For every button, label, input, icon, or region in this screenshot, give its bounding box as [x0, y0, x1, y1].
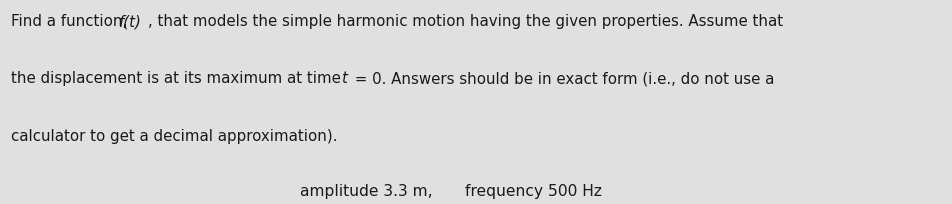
Text: , that models the simple harmonic motion having the given properties. Assume tha: , that models the simple harmonic motion… [148, 14, 783, 29]
Text: f(t): f(t) [119, 14, 142, 29]
Text: amplitude 3.3 m,: amplitude 3.3 m, [300, 184, 432, 199]
Text: the displacement is at its maximum at time: the displacement is at its maximum at ti… [11, 71, 346, 86]
Text: Find a function,: Find a function, [11, 14, 132, 29]
Text: calculator to get a decimal approximation).: calculator to get a decimal approximatio… [11, 129, 338, 144]
Text: t: t [341, 71, 347, 86]
Text: = 0. Answers should be in exact form (i.e., do not use a: = 0. Answers should be in exact form (i.… [350, 71, 775, 86]
Text: frequency 500 Hz: frequency 500 Hz [465, 184, 602, 199]
